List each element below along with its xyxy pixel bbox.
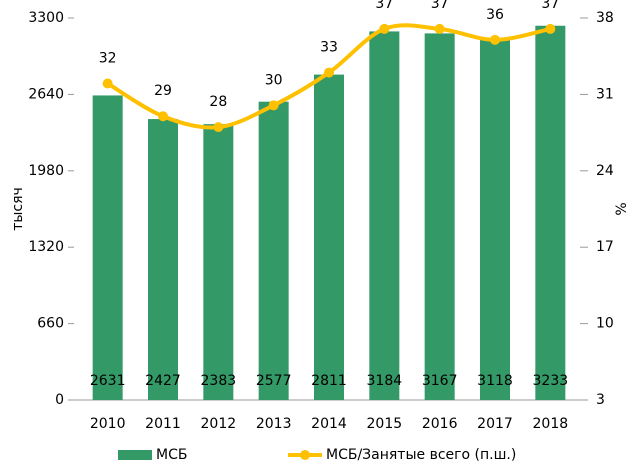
x-tick-label: 2016 [422,416,458,432]
bar [203,124,234,401]
line-label: 37 [431,0,449,12]
y2-tick-label: 38 [596,10,614,26]
y-tick-label: 2640 [28,86,64,102]
bar-label: 2811 [311,373,347,389]
bar-label: 3118 [477,373,513,389]
y-tick-label: 0 [55,392,64,408]
y2-tick-label: 24 [596,163,614,179]
legend-swatch [118,450,152,460]
legend-marker [300,450,310,460]
bar-label: 2427 [145,373,181,389]
bar [148,119,178,400]
bar-label: 3184 [367,373,403,389]
line-marker [379,23,390,34]
x-tick-label: 2012 [201,416,237,432]
y-tick-label: 3300 [28,10,64,26]
line-marker [268,100,279,111]
x-tick-label: 2015 [367,416,403,432]
line-marker [490,34,500,45]
bar-label: 2631 [90,373,126,389]
y-tick-label: 660 [37,316,64,332]
x-tick-label: 2017 [477,416,513,432]
line-marker [545,23,556,34]
line-marker [102,78,113,89]
x-tick-label: 2011 [145,416,181,432]
x-tick-label: 2013 [256,416,292,432]
bar [535,25,566,400]
y2-tick-label: 10 [596,316,614,332]
line-marker [324,67,334,78]
y-tick-label: 1980 [28,163,64,179]
bar [480,39,510,401]
bar-label: 2383 [201,373,237,389]
legend-label: МСБ [156,447,187,463]
bar [424,33,455,401]
line-marker [158,111,168,122]
bar-label: 2577 [256,373,292,389]
x-tick-label: 2014 [311,416,347,432]
y2-tick-label: 17 [596,239,614,255]
line-marker [213,122,224,133]
bar-label: 3233 [533,373,569,389]
line-label: 36 [486,7,504,23]
line-label: 30 [265,72,283,88]
bar [92,95,123,400]
line-label: 32 [99,50,117,66]
y2-tick-label: 3 [596,392,605,408]
line-marker [434,23,445,34]
legend-label: МСБ/Занятые всего (п.ш.) [326,447,516,463]
y-axis-label: тысяч [10,187,26,231]
y2-tick-label: 31 [596,86,614,102]
line-label: 29 [154,83,172,99]
bar-label: 3167 [422,373,458,389]
bar [258,101,289,401]
y-tick-label: 1320 [28,239,64,255]
bar [314,74,344,400]
y2-axis-label: % [614,202,630,215]
line-label: 37 [541,0,559,12]
line-label: 37 [375,0,393,12]
line-label: 33 [320,40,338,56]
x-tick-label: 2018 [533,416,569,432]
bar [369,31,400,400]
x-tick-label: 2010 [90,416,126,432]
line-label: 28 [209,94,227,110]
